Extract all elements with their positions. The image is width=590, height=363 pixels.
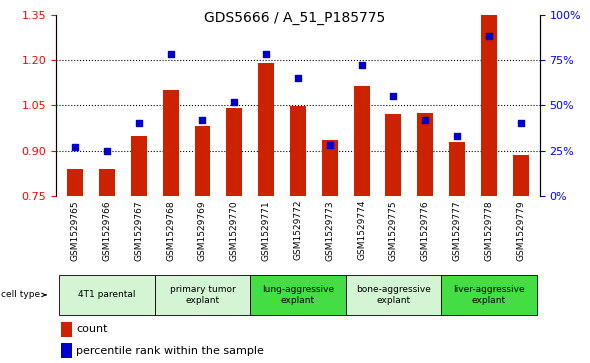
Text: primary tumor
explant: primary tumor explant [169,285,235,305]
Point [516,121,526,126]
Text: GSM1529768: GSM1529768 [166,200,175,261]
Bar [155,275,250,315]
Point [102,148,112,154]
Bar [353,86,369,196]
Text: GSM1529775: GSM1529775 [389,200,398,261]
Bar [67,169,83,196]
Text: 4T1 parental: 4T1 parental [78,290,136,299]
Text: cell type: cell type [1,290,46,299]
Point [389,93,398,99]
Point [484,33,494,39]
Bar [99,169,115,196]
Bar [258,63,274,196]
Point [230,99,239,105]
Bar [131,135,147,196]
Text: GSM1529776: GSM1529776 [421,200,430,261]
Text: GSM1529765: GSM1529765 [71,200,80,261]
Text: liver-aggressive
explant: liver-aggressive explant [453,285,525,305]
Point [325,142,335,148]
Bar [346,275,441,315]
Text: GSM1529773: GSM1529773 [325,200,335,261]
Text: GSM1529770: GSM1529770 [230,200,239,261]
Bar [481,15,497,196]
Point [166,52,175,57]
Point [293,75,303,81]
Text: GSM1529771: GSM1529771 [261,200,271,261]
Bar [61,343,71,358]
Bar [163,90,179,196]
Text: bone-aggressive
explant: bone-aggressive explant [356,285,431,305]
Bar [250,275,346,315]
Text: percentile rank within the sample: percentile rank within the sample [76,346,264,356]
Text: GSM1529766: GSM1529766 [103,200,112,261]
Point [453,133,462,139]
Text: GSM1529777: GSM1529777 [453,200,461,261]
Text: GSM1529774: GSM1529774 [357,200,366,260]
Bar [441,275,537,315]
Bar [59,275,155,315]
Bar [195,126,211,196]
Point [70,144,80,150]
Point [261,52,271,57]
Point [134,121,143,126]
Text: lung-aggressive
explant: lung-aggressive explant [262,285,334,305]
Bar [417,113,433,196]
Text: GSM1529769: GSM1529769 [198,200,207,261]
Text: GDS5666 / A_51_P185775: GDS5666 / A_51_P185775 [204,11,386,25]
Point [421,117,430,123]
Point [198,117,207,123]
Bar [227,108,242,196]
Bar [290,106,306,196]
Bar [449,142,465,196]
Text: GSM1529779: GSM1529779 [516,200,525,261]
Bar [513,155,529,196]
Bar [322,140,337,196]
Text: GSM1529778: GSM1529778 [484,200,493,261]
Point [357,62,366,68]
Bar [385,114,401,196]
Text: GSM1529767: GSM1529767 [135,200,143,261]
Bar [61,322,71,337]
Text: GSM1529772: GSM1529772 [293,200,303,260]
Text: count: count [76,325,108,334]
